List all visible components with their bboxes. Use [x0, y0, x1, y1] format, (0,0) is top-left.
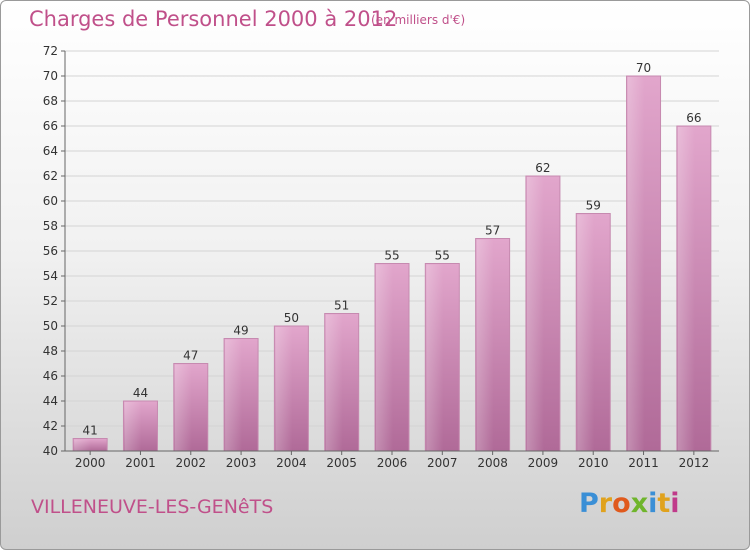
y-tick-label: 58 [43, 219, 58, 233]
x-tick-label: 2000 [75, 456, 106, 470]
bar-highlight [376, 264, 393, 451]
y-tick-label: 42 [43, 419, 58, 433]
x-tick-label: 2001 [125, 456, 156, 470]
x-tick-label: 2004 [276, 456, 307, 470]
x-tick-label: 2012 [679, 456, 710, 470]
data-label: 44 [133, 386, 148, 400]
proxiti-logo: Proxiti [579, 488, 680, 519]
bar-highlight [124, 402, 142, 451]
y-tick-label: 46 [43, 369, 58, 383]
data-label: 55 [384, 249, 399, 263]
x-tick-label: 2010 [578, 456, 609, 470]
chart-title: Charges de Personnel 2000 à 2012 [29, 7, 398, 31]
y-tick-label: 66 [43, 119, 58, 133]
bar-highlight [74, 439, 92, 451]
bar-highlight [677, 127, 695, 451]
logo-letter: i [670, 488, 680, 519]
bar-highlight [325, 314, 343, 451]
y-tick-label: 44 [43, 394, 58, 408]
data-labels: 41 44 47 49 50 51 55 55 57 62 59 70 66 [83, 61, 702, 438]
bar-highlight [627, 77, 645, 451]
data-label: 66 [686, 111, 701, 125]
y-tick-label: 52 [43, 294, 58, 308]
x-tick-label: 2002 [175, 456, 206, 470]
bar-highlight [577, 214, 595, 451]
x-tick-label: 2011 [628, 456, 659, 470]
data-label: 51 [334, 299, 349, 313]
y-tick-label: 72 [43, 44, 58, 58]
bar-highlight [275, 327, 293, 451]
bar-highlight [526, 177, 544, 451]
data-label: 59 [586, 199, 601, 213]
bars [72, 75, 712, 452]
logo-letter: i [648, 488, 658, 519]
x-tick-label: 2003 [226, 456, 257, 470]
x-tick-label: 2006 [377, 456, 408, 470]
y-tick-label: 40 [43, 444, 58, 458]
x-tick-label: 2008 [477, 456, 508, 470]
logo-letter: P [579, 488, 599, 519]
bar-highlight [225, 339, 243, 451]
chart-subtitle: (en milliers d'€) [371, 13, 466, 27]
y-tick-label: 68 [43, 94, 58, 108]
bar-highlight [476, 239, 494, 451]
data-label: 55 [435, 249, 450, 263]
x-tick-label: 2007 [427, 456, 458, 470]
data-label: 70 [636, 61, 651, 75]
place-name: VILLENEUVE-LES-GENêTS [31, 496, 274, 518]
x-tick-label: 2009 [528, 456, 559, 470]
y-tick-label: 70 [43, 69, 58, 83]
y-axis: 40 42 44 46 48 50 52 54 56 58 60 62 64 66 68 70 72 [43, 44, 66, 458]
y-tick-label: 60 [43, 194, 58, 208]
y-tick-label: 62 [43, 169, 58, 183]
logo-letter: o [612, 488, 631, 519]
y-tick-label: 50 [43, 319, 58, 333]
bar-highlight [426, 264, 444, 451]
bar-highlight [174, 364, 192, 451]
y-tick-label: 54 [43, 269, 58, 283]
logo-letter: r [598, 488, 613, 519]
x-axis: 2000 2001 2002 2003 2004 2005 2006 2007 2008 2009… [65, 450, 719, 470]
data-label: 50 [284, 311, 299, 325]
logo-letter: t [657, 488, 671, 519]
data-label: 62 [535, 161, 550, 175]
y-tick-label: 56 [43, 244, 58, 258]
data-label: 57 [485, 224, 500, 238]
logo-letter: x [630, 488, 649, 519]
data-label: 41 [83, 424, 98, 438]
data-label: 47 [183, 349, 198, 363]
data-label: 49 [233, 324, 248, 338]
x-tick-label: 2005 [326, 456, 357, 470]
y-tick-label: 64 [43, 144, 58, 158]
y-tick-label: 48 [43, 344, 58, 358]
